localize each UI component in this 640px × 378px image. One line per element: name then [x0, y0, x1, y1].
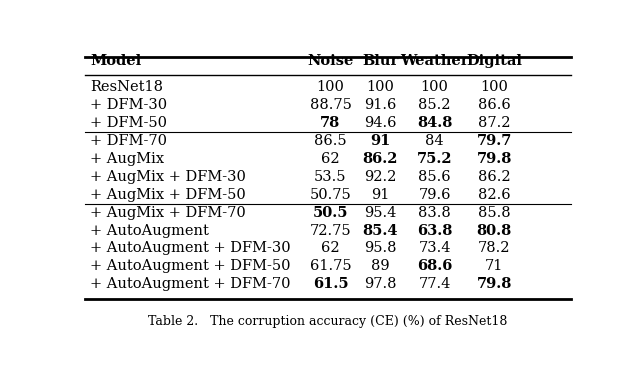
Text: Weather: Weather	[401, 54, 469, 68]
Text: + AutoAugment + DFM-50: + AutoAugment + DFM-50	[90, 259, 291, 273]
Text: 73.4: 73.4	[419, 242, 451, 256]
Text: 85.6: 85.6	[419, 170, 451, 184]
Text: 91: 91	[371, 188, 389, 202]
Text: + AugMix + DFM-70: + AugMix + DFM-70	[90, 206, 246, 220]
Text: 79.7: 79.7	[476, 134, 512, 148]
Text: 50.75: 50.75	[310, 188, 351, 202]
Text: 100: 100	[317, 81, 344, 94]
Text: + DFM-30: + DFM-30	[90, 98, 167, 112]
Text: + AutoAugment + DFM-70: + AutoAugment + DFM-70	[90, 277, 291, 291]
Text: ResNet18: ResNet18	[90, 81, 163, 94]
Text: 61.5: 61.5	[313, 277, 348, 291]
Text: 89: 89	[371, 259, 389, 273]
Text: 62: 62	[321, 242, 340, 256]
Text: 80.8: 80.8	[477, 223, 512, 238]
Text: 85.2: 85.2	[419, 98, 451, 112]
Text: 63.8: 63.8	[417, 223, 452, 238]
Text: 68.6: 68.6	[417, 259, 452, 273]
Text: + AutoAugment + DFM-30: + AutoAugment + DFM-30	[90, 242, 291, 256]
Text: 82.6: 82.6	[478, 188, 511, 202]
Text: 87.2: 87.2	[478, 116, 511, 130]
Text: Noise: Noise	[307, 54, 354, 68]
Text: 78.2: 78.2	[478, 242, 511, 256]
Text: 91: 91	[370, 134, 390, 148]
Text: 88.75: 88.75	[310, 98, 351, 112]
Text: 85.4: 85.4	[362, 223, 398, 238]
Text: 77.4: 77.4	[419, 277, 451, 291]
Text: 86.2: 86.2	[478, 170, 511, 184]
Text: 92.2: 92.2	[364, 170, 396, 184]
Text: 78: 78	[321, 116, 340, 130]
Text: 84: 84	[426, 134, 444, 148]
Text: 84.8: 84.8	[417, 116, 452, 130]
Text: + AugMix: + AugMix	[90, 152, 164, 166]
Text: + AutoAugment: + AutoAugment	[90, 223, 209, 238]
Text: 53.5: 53.5	[314, 170, 347, 184]
Text: Blur: Blur	[362, 54, 398, 68]
Text: Table 2.   The corruption accuracy (CE) (%) of ResNet18: Table 2. The corruption accuracy (CE) (%…	[148, 315, 508, 328]
Text: 83.8: 83.8	[419, 206, 451, 220]
Text: 75.2: 75.2	[417, 152, 452, 166]
Text: 86.2: 86.2	[362, 152, 398, 166]
Text: 100: 100	[366, 81, 394, 94]
Text: 79.8: 79.8	[476, 152, 512, 166]
Text: 97.8: 97.8	[364, 277, 396, 291]
Text: 100: 100	[480, 81, 508, 94]
Text: 61.75: 61.75	[310, 259, 351, 273]
Text: 50.5: 50.5	[313, 206, 348, 220]
Text: 62: 62	[321, 152, 340, 166]
Text: 72.75: 72.75	[310, 223, 351, 238]
Text: + DFM-50: + DFM-50	[90, 116, 167, 130]
Text: + AugMix + DFM-30: + AugMix + DFM-30	[90, 170, 246, 184]
Text: 79.8: 79.8	[476, 277, 512, 291]
Text: + DFM-70: + DFM-70	[90, 134, 167, 148]
Text: 79.6: 79.6	[419, 188, 451, 202]
Text: 86.6: 86.6	[478, 98, 511, 112]
Text: 86.5: 86.5	[314, 134, 347, 148]
Text: Model: Model	[90, 54, 141, 68]
Text: 94.6: 94.6	[364, 116, 396, 130]
Text: 95.4: 95.4	[364, 206, 396, 220]
Text: 100: 100	[420, 81, 449, 94]
Text: 95.8: 95.8	[364, 242, 396, 256]
Text: 71: 71	[485, 259, 503, 273]
Text: + AugMix + DFM-50: + AugMix + DFM-50	[90, 188, 246, 202]
Text: 91.6: 91.6	[364, 98, 396, 112]
Text: 85.8: 85.8	[478, 206, 511, 220]
Text: Digital: Digital	[466, 54, 522, 68]
